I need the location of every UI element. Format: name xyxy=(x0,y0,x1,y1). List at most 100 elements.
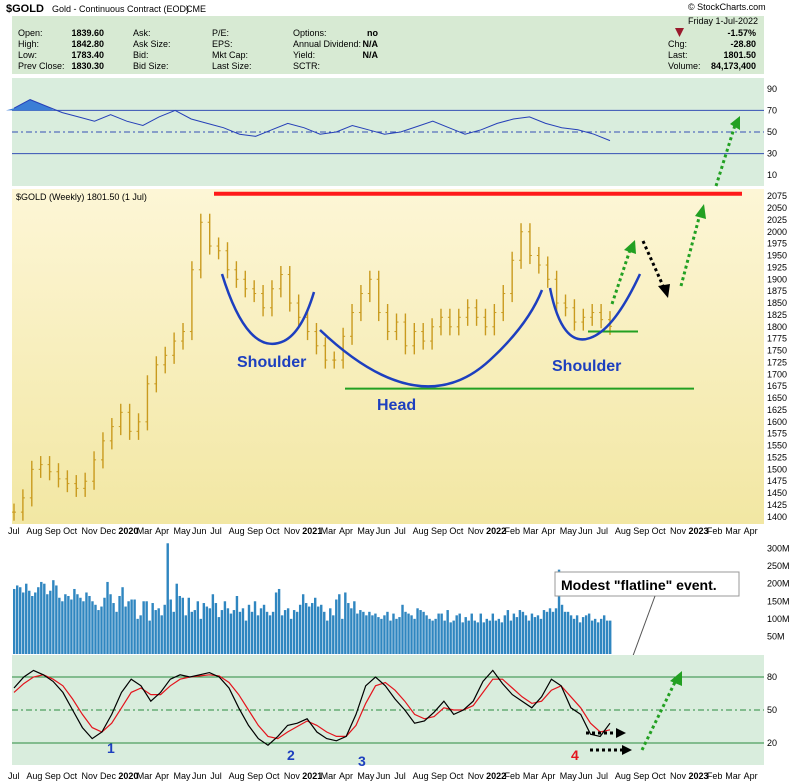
x-axis-label: Sep xyxy=(431,526,447,536)
volume-bar xyxy=(124,606,127,654)
volume-bar xyxy=(371,615,374,654)
volume-bar xyxy=(374,613,377,654)
volume-bar xyxy=(112,603,115,654)
x-axis-label: 2022 xyxy=(486,771,506,781)
volume-bar xyxy=(449,622,452,654)
volume-bar xyxy=(301,594,305,654)
volume-bar xyxy=(395,618,398,654)
left-shoulder-curve xyxy=(220,273,316,346)
volume-bar xyxy=(356,613,359,654)
rsi-overbought-fill xyxy=(5,99,55,111)
x-axis-label: Mar xyxy=(725,771,741,781)
volume-bar xyxy=(470,613,473,654)
instrument-name: Gold - Continuous Contract (EOD) xyxy=(52,4,189,14)
stat-label: High: xyxy=(18,39,39,49)
x-axis-label: May xyxy=(357,771,375,781)
x-axis-label: Jul xyxy=(8,526,20,536)
stat-value: 1842.80 xyxy=(71,39,104,49)
price-tick-label: 1575 xyxy=(767,429,787,439)
x-axis-label: Dec xyxy=(100,771,117,781)
volume-bar xyxy=(187,597,190,654)
x-axis-label: Apr xyxy=(155,771,169,781)
x-axis-label: Mar xyxy=(321,771,337,781)
volume-bar xyxy=(461,622,464,654)
stat-label: Prev Close: xyxy=(18,61,65,71)
volume-bar xyxy=(172,611,175,654)
volume-bar xyxy=(49,590,52,654)
price-tick-label: 2000 xyxy=(767,227,787,237)
x-axis-label: Sep xyxy=(45,771,61,781)
volume-bar xyxy=(560,604,564,654)
stochastic-marker: 3 xyxy=(358,753,366,769)
volume-bar xyxy=(362,611,365,654)
quote-label: Last: xyxy=(668,50,688,60)
volume-bar xyxy=(458,613,461,654)
volume-bar xyxy=(479,613,482,654)
x-axis-label: Feb xyxy=(505,771,521,781)
volume-bar xyxy=(16,585,19,654)
stat-label: Bid: xyxy=(133,50,149,60)
volume-bar xyxy=(518,610,522,654)
volume-bar xyxy=(416,608,419,654)
x-axis-label: Jun xyxy=(376,526,391,536)
x-axis-label: 2021 xyxy=(302,526,322,536)
x-axis-label: Jun xyxy=(192,771,207,781)
volume-group: 300M 250M 200M 150M 100M 50M Modest "flatline"… xyxy=(13,543,790,730)
volume-bar xyxy=(410,615,413,654)
price-tick-label: 1975 xyxy=(767,239,787,249)
watermark: © StockCharts.com xyxy=(688,2,766,12)
x-axis-label: May xyxy=(560,771,578,781)
stat-label: Mkt Cap: xyxy=(212,50,248,60)
volume-bar xyxy=(94,604,97,654)
volume-bar xyxy=(238,611,242,654)
price-tick-label: 1800 xyxy=(767,322,787,332)
volume-bar xyxy=(247,604,251,654)
volume-bar xyxy=(82,601,85,654)
volume-bar xyxy=(323,611,326,654)
x-axis-label: Nov xyxy=(82,771,99,781)
x-axis-label: Jul xyxy=(8,771,20,781)
x-axis-label: 2021 xyxy=(302,771,322,781)
price-tick-label: 1700 xyxy=(767,369,787,379)
volume-bar xyxy=(97,610,100,654)
volume-bar xyxy=(145,601,148,654)
volume-bar xyxy=(419,610,422,654)
volume-bar xyxy=(602,615,606,654)
volume-tick-label: 100M xyxy=(767,614,790,624)
x-axis-label: Apr xyxy=(155,526,169,536)
volume-bar xyxy=(581,617,585,654)
volume-bar xyxy=(539,618,543,654)
volume-bar xyxy=(307,606,311,654)
volume-bar xyxy=(473,620,476,654)
volume-bar xyxy=(476,622,479,654)
x-axis-label: Oct xyxy=(265,771,280,781)
volume-bar xyxy=(536,615,540,654)
price-tick-label: 1925 xyxy=(767,262,787,272)
stat-label: Ask: xyxy=(133,28,151,38)
x-axis-label: Feb xyxy=(707,526,723,536)
volume-bar xyxy=(392,613,395,654)
price-tick-label: 2025 xyxy=(767,215,787,225)
volume-bar xyxy=(106,581,109,654)
volume-bar xyxy=(587,613,591,654)
volume-bar xyxy=(298,604,302,654)
stochastic-marker: 2 xyxy=(287,747,295,763)
volume-bar xyxy=(130,599,133,654)
volume-bar xyxy=(40,581,43,654)
volume-bar xyxy=(609,620,612,654)
volume-bar xyxy=(317,606,320,654)
volume-bar xyxy=(575,615,579,654)
volume-bar xyxy=(190,611,194,654)
volume-bar xyxy=(58,597,61,654)
stochastic-projection-arrowhead xyxy=(670,671,682,686)
volume-bar xyxy=(88,596,91,654)
x-axis-label: Apr xyxy=(744,526,758,536)
rsi-line xyxy=(13,99,611,142)
volume-bar xyxy=(217,617,221,654)
price-tick-label: 1550 xyxy=(767,441,787,451)
volume-bar xyxy=(542,610,546,654)
volume-bar xyxy=(515,617,519,654)
volume-bar xyxy=(274,592,278,654)
volume-bar xyxy=(55,585,58,654)
